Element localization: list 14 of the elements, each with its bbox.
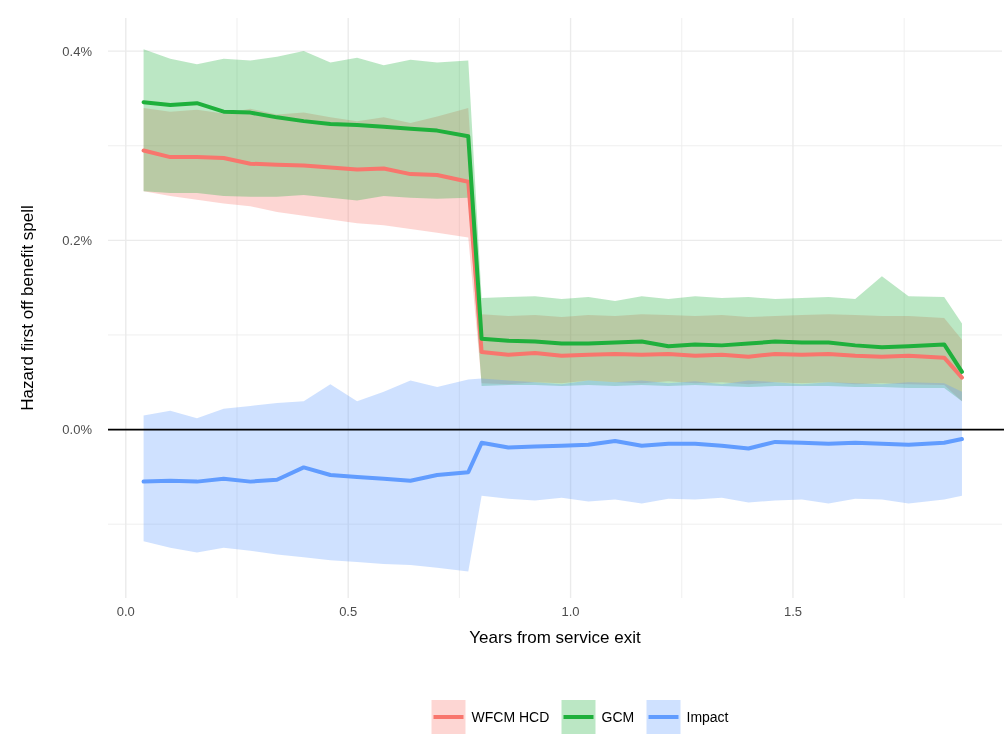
x-tick-label: 1.0: [561, 604, 580, 619]
y-tick-label: 0.4%: [62, 43, 93, 59]
y-tick-label: 0.2%: [62, 232, 93, 248]
line-series: [141, 437, 964, 484]
x-tick-label: 1.5: [783, 604, 802, 619]
x-axis-title: Years from service exit: [469, 628, 641, 647]
x-tick-label: 0.5: [339, 604, 358, 619]
y-tick-label: 0.0%: [62, 422, 93, 438]
legend-label: Impact: [686, 709, 729, 725]
line-series: [141, 148, 964, 380]
y-axis-title: Hazard first off benefit spell: [18, 205, 37, 411]
legend-label: WFCM HCD: [471, 709, 550, 725]
legend-label: GCM: [601, 709, 635, 725]
x-tick-label: 0.0: [116, 604, 135, 619]
